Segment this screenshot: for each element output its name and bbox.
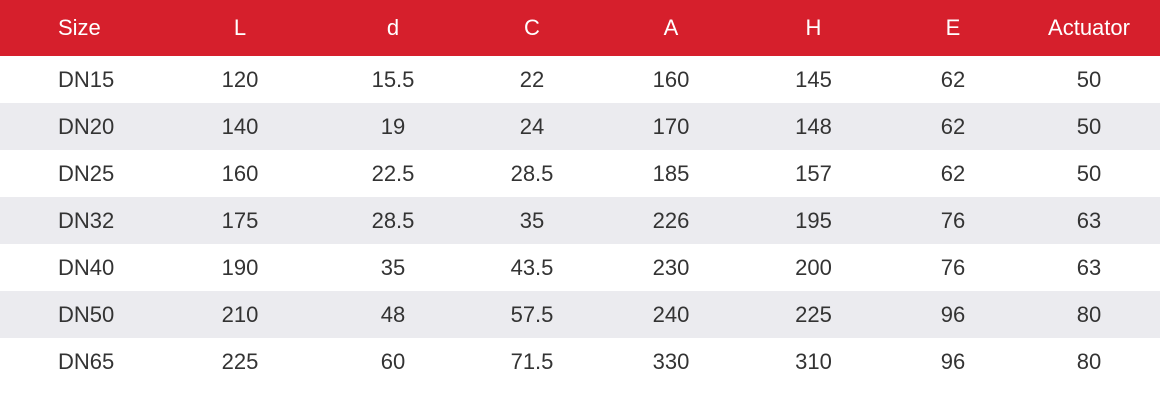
cell-actuator: 50: [1076, 66, 1102, 92]
header-actuator: Actuator: [1048, 15, 1130, 40]
cell-h: 200: [795, 254, 832, 280]
table-row: DN15 120 15.5 22 160 145 62 50: [0, 56, 1160, 103]
cell-l: 120: [221, 66, 259, 92]
cell-c: 22: [519, 66, 545, 92]
cell-a: 330: [652, 348, 690, 374]
cell-d: 28.5: [371, 207, 415, 233]
cell-h: 310: [795, 348, 832, 374]
cell-actuator: 80: [1076, 348, 1102, 374]
cell-h: 225: [795, 301, 832, 327]
cell-d: 15.5: [371, 66, 415, 92]
cell-h: 157: [795, 160, 832, 186]
cell-d: 60: [380, 348, 406, 374]
cell-e: 62: [940, 113, 966, 139]
cell-a: 170: [652, 113, 690, 139]
cell-c: 35: [519, 207, 545, 233]
cell-size: DN25: [58, 160, 115, 186]
cell-size: DN15: [58, 66, 115, 92]
header-row: Size L d C A H E Actuator: [0, 0, 1160, 56]
cell-a: 230: [652, 254, 690, 280]
table-row: DN65 225 60 71.5 330 310 96 80: [0, 338, 1160, 385]
cell-c: 24: [519, 113, 545, 139]
cell-actuator: 80: [1076, 301, 1102, 327]
cell-c: 43.5: [510, 254, 554, 280]
cell-e: 62: [940, 160, 966, 186]
cell-c: 71.5: [510, 348, 554, 374]
cell-e: 96: [940, 301, 966, 327]
cell-a: 226: [652, 207, 690, 233]
cell-l: 175: [221, 207, 259, 233]
table-header: Size L d C A H E Actuator: [0, 0, 1160, 56]
cell-d: 35: [380, 254, 406, 280]
header-d: d: [386, 15, 400, 40]
cell-size: DN20: [58, 113, 115, 139]
table-row: DN25 160 22.5 28.5 185 157 62 50: [0, 150, 1160, 197]
dimensions-table: Size L d C A H E Actuator DN15 120 15.5 22 1…: [0, 0, 1160, 385]
cell-a: 240: [652, 301, 690, 327]
cell-size: DN32: [58, 207, 115, 233]
cell-actuator: 63: [1076, 207, 1102, 233]
cell-actuator: 50: [1076, 160, 1102, 186]
cell-actuator: 50: [1076, 113, 1102, 139]
header-c: C: [524, 15, 540, 40]
header-l: L: [233, 15, 247, 40]
cell-size: DN40: [58, 254, 115, 280]
header-e: E: [945, 15, 961, 40]
cell-l: 225: [221, 348, 259, 374]
cell-a: 185: [652, 160, 690, 186]
cell-actuator: 63: [1076, 254, 1102, 280]
cell-l: 210: [221, 301, 259, 327]
cell-l: 160: [221, 160, 259, 186]
cell-h: 145: [795, 66, 832, 92]
table-body: DN15 120 15.5 22 160 145 62 50 DN20 140 19 24 170 148…: [0, 56, 1160, 385]
cell-e: 76: [940, 254, 966, 280]
table-row: DN32 175 28.5 35 226 195 76 63: [0, 197, 1160, 244]
cell-l: 140: [221, 113, 259, 139]
cell-h: 195: [795, 207, 832, 233]
cell-a: 160: [652, 66, 690, 92]
cell-e: 76: [940, 207, 966, 233]
cell-d: 22.5: [371, 160, 415, 186]
cell-c: 57.5: [510, 301, 554, 327]
dimensions-table-container: Size L d C A H E Actuator DN15 120 15.5 22 1…: [0, 0, 1160, 385]
header-h: H: [805, 15, 822, 40]
table-row: DN20 140 19 24 170 148 62 50: [0, 103, 1160, 150]
table-row: DN40 190 35 43.5 230 200 76 63: [0, 244, 1160, 291]
cell-e: 62: [940, 66, 966, 92]
cell-e: 96: [940, 348, 966, 374]
header-a: A: [663, 15, 679, 40]
cell-c: 28.5: [510, 160, 554, 186]
cell-size: DN65: [58, 348, 115, 374]
header-size: Size: [58, 15, 101, 40]
cell-d: 19: [380, 113, 406, 139]
cell-l: 190: [221, 254, 259, 280]
cell-d: 48: [380, 301, 406, 327]
table-row: DN50 210 48 57.5 240 225 96 80: [0, 291, 1160, 338]
cell-size: DN50: [58, 301, 115, 327]
cell-h: 148: [795, 113, 832, 139]
